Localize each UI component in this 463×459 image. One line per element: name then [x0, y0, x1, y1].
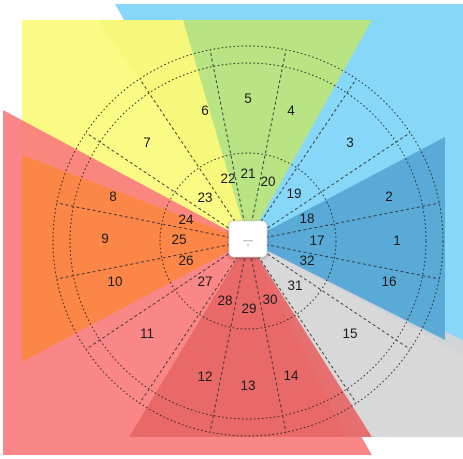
- sector-label: 9: [101, 231, 109, 246]
- inner-ring: [159, 152, 337, 330]
- zone-orange: [22, 155, 248, 362]
- inner-sector-label: 18: [299, 211, 314, 226]
- sector-divider: [139, 78, 239, 227]
- sector-label: 5: [244, 91, 252, 106]
- sector-label: 3: [346, 135, 354, 150]
- sector-label: 15: [342, 326, 357, 341]
- sector-label: 7: [143, 135, 151, 150]
- inner-sector-labels: 17 18 19 20 21 22 23 24 25 26 27 28 29 3…: [171, 166, 324, 316]
- sector-divider: [257, 78, 357, 227]
- sector-label: 16: [381, 274, 396, 289]
- sector-divider: [262, 250, 411, 350]
- inner-sector-label: 21: [240, 166, 255, 181]
- inner-sector-label: 26: [178, 253, 193, 268]
- outer-sector-labels: 1 2 3 4 5 6 7 8 9 10 11 12 13 14 15 16: [101, 91, 401, 393]
- sector-label: 1: [393, 233, 401, 248]
- sector-divider: [265, 244, 440, 280]
- sector-divider: [257, 255, 357, 404]
- outer-ring: [52, 45, 444, 437]
- sector-label: 11: [140, 326, 154, 341]
- inner-sector-label: 32: [299, 253, 314, 268]
- middle-ring: [69, 62, 427, 420]
- sector-divider: [251, 258, 287, 433]
- sector-label: 6: [201, 103, 209, 118]
- sector-label: 10: [107, 274, 122, 289]
- sector-divider: [251, 49, 287, 224]
- inner-sector-label: 20: [260, 174, 275, 189]
- sector-divider: [56, 244, 231, 280]
- zone-yellow: [22, 20, 248, 241]
- sector-divider: [265, 202, 440, 238]
- sector-divider: [85, 132, 234, 232]
- inner-sector-label: 28: [217, 293, 232, 308]
- sector-divider: [139, 255, 239, 404]
- inner-sector-label: 27: [197, 274, 212, 289]
- sector-label: 8: [109, 189, 117, 204]
- inner-sector-label: 17: [309, 233, 324, 248]
- sector-divider: [85, 250, 234, 350]
- inner-sector-label: 19: [286, 186, 301, 201]
- sector-divider: [262, 132, 411, 232]
- sector-label: 12: [197, 369, 212, 384]
- access-point-icon[interactable]: [228, 220, 268, 258]
- sector-dividers: [56, 49, 440, 433]
- sector-label: 4: [287, 103, 295, 118]
- inner-sector-label: 23: [197, 190, 212, 205]
- sector-divider: [56, 202, 231, 238]
- zone-gray: [248, 241, 463, 437]
- sector-label: 13: [240, 378, 255, 393]
- zone-steel-blue: [248, 137, 445, 340]
- inner-sector-label: 25: [171, 232, 186, 247]
- inner-sector-label: 30: [262, 292, 277, 307]
- inner-sector-label: 29: [241, 301, 256, 316]
- zone-red: [129, 241, 372, 437]
- inner-sector-label: 22: [220, 171, 235, 186]
- sector-label: 14: [283, 368, 299, 383]
- sector-divider: [209, 49, 245, 224]
- sector-divider: [209, 258, 245, 433]
- sector-label: 2: [385, 189, 393, 204]
- inner-sector-label: 31: [287, 278, 302, 293]
- inner-sector-label: 24: [178, 212, 194, 227]
